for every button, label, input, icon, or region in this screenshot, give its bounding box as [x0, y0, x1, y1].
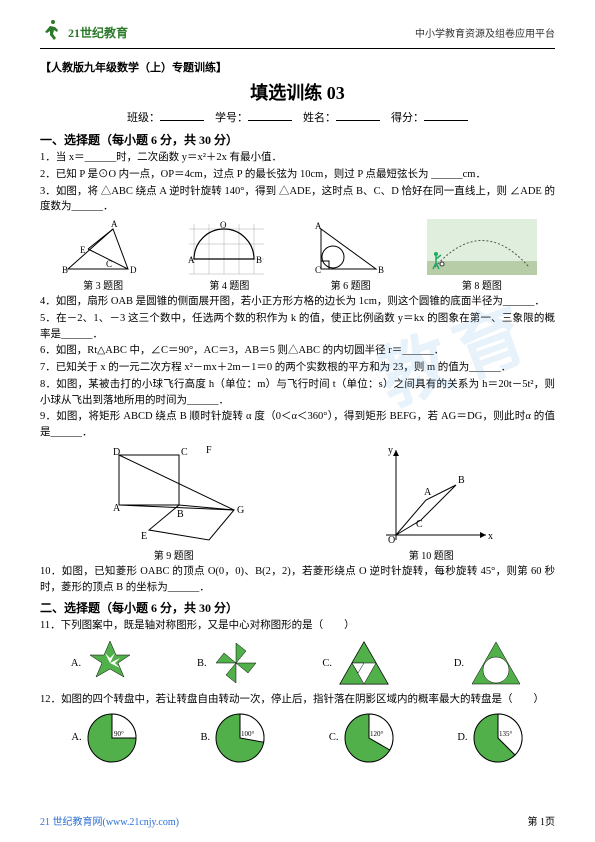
- fig6-caption: 第 6 题图: [331, 277, 371, 292]
- q9: 9．如图，将矩形 ABCD 绕点 B 顺时针旋转 α 度（0＜α＜360°），得…: [40, 409, 555, 441]
- opt-d-label: D.: [454, 658, 464, 669]
- sid-blank[interactable]: [248, 109, 292, 121]
- q2: 2．已知 P 是⊙O 内一点，OP＝4cm，过点 P 的最长弦为 10cm，则过…: [40, 167, 555, 183]
- fig8-caption: 第 8 题图: [462, 277, 502, 292]
- svg-text:A: A: [424, 487, 432, 498]
- fig10-caption: 第 10 题图: [409, 547, 454, 562]
- figure-3: A B D E C 第 3 题图: [58, 219, 148, 292]
- svg-text:D: D: [113, 447, 120, 458]
- q11-opt-c[interactable]: C.: [322, 638, 392, 688]
- score-label: 得分：: [391, 112, 424, 124]
- svg-text:B: B: [62, 265, 68, 275]
- svg-text:C: C: [416, 519, 423, 530]
- opt-c-label: C.: [322, 658, 332, 669]
- svg-text:C: C: [181, 447, 188, 458]
- figure-8: 第 8 题图: [427, 219, 537, 292]
- header-divider: [40, 48, 555, 49]
- runner-icon: [40, 20, 64, 44]
- class-blank[interactable]: [160, 109, 204, 121]
- opt-b-label2: B.: [200, 732, 210, 743]
- svg-text:90°: 90°: [114, 730, 124, 738]
- svg-text:100°: 100°: [241, 730, 255, 738]
- svg-text:O: O: [220, 220, 227, 230]
- logo-text: 21世纪教育: [68, 24, 128, 41]
- svg-text:A: A: [188, 255, 195, 265]
- q7: 7．已知关于 x 的一元二次方程 x²－mx＋2m－1＝0 的两个实数根的平方和…: [40, 360, 555, 376]
- fig9-caption: 第 9 题图: [154, 547, 194, 562]
- svg-text:135°: 135°: [499, 730, 513, 738]
- header-right-text: 中小学教育资源及组卷应用平台: [415, 25, 555, 40]
- svg-text:A: A: [113, 503, 121, 514]
- q4: 4．如图，扇形 OAB 是圆锥的侧面展开图，若小正方形方格的边长为 1cm，则这…: [40, 294, 555, 310]
- score-blank[interactable]: [424, 109, 468, 121]
- q12-opt-b[interactable]: B. 100°: [200, 712, 266, 764]
- subtitle: 【人教版九年级数学（上）专题训练】: [40, 59, 555, 75]
- q12-opt-a[interactable]: A. 90°: [71, 712, 137, 764]
- footer-right: 第 1页: [528, 813, 556, 828]
- q12-opt-c[interactable]: C. 120°: [329, 712, 395, 764]
- logo: 21世纪教育: [40, 20, 128, 44]
- svg-text:F: F: [206, 445, 212, 456]
- figures-row-1: A B D E C 第 3 题图 O A B 第 4 题图 A C B: [40, 219, 555, 292]
- q11-opt-b[interactable]: B.: [197, 638, 261, 688]
- q12: 12．如图的四个转盘中，若让转盘自由转动一次，停止后，指针落在阴影区域内的概率最…: [40, 692, 555, 708]
- svg-text:C: C: [106, 259, 112, 269]
- figure-10: x y O B A C 第 10 题图: [366, 445, 496, 562]
- fig3-caption: 第 3 题图: [83, 277, 123, 292]
- svg-text:E: E: [141, 531, 147, 542]
- class-label: 班级：: [127, 112, 160, 124]
- q10: 10．如图，已知菱形 OABC 的顶点 O(0，0)、B(2，2)，若菱形绕点 …: [40, 564, 555, 596]
- svg-text:E: E: [80, 245, 86, 255]
- figure-6: A C B 第 6 题图: [311, 219, 391, 292]
- q3: 3．如图，将 △ABC 绕点 A 逆时针旋转 140°，得到 △ADE，这时点 …: [40, 184, 555, 216]
- section2-heading: 二、选择题（每小题 6 分，共 30 分）: [40, 599, 555, 616]
- footer: 21 世纪教育网(www.21cnjy.com) 第 1页: [40, 813, 555, 828]
- svg-text:B: B: [458, 475, 465, 486]
- figure-9: D C F A B E G 第 9 题图: [99, 445, 249, 562]
- svg-text:A: A: [315, 221, 322, 231]
- figure-4: O A B 第 4 题图: [184, 219, 274, 292]
- page-header: 21世纪教育 中小学教育资源及组卷应用平台: [40, 20, 555, 44]
- q8: 8．如图，某被击打的小球飞行高度 h（单位：m）与飞行时间 t（单位：s）之间具…: [40, 377, 555, 409]
- fig4-caption: 第 4 题图: [209, 277, 249, 292]
- q11-options: A. B. C. D.: [40, 638, 555, 688]
- svg-text:D: D: [130, 265, 137, 275]
- q6: 6．如图，Rt△ABC 中，∠C＝90°，AC＝3，AB＝5 则△ABC 的内切…: [40, 343, 555, 359]
- svg-text:A: A: [111, 219, 118, 229]
- name-label: 姓名：: [303, 112, 336, 124]
- opt-d-label2: D.: [457, 732, 467, 743]
- name-blank[interactable]: [336, 109, 380, 121]
- figures-row-2: D C F A B E G 第 9 题图 x y O B A C 第 10 题图: [40, 445, 555, 562]
- q1: 1．当 x＝______时，二次函数 y＝x²＋2x 有最小值．: [40, 150, 555, 166]
- svg-text:O: O: [388, 535, 395, 545]
- svg-text:B: B: [177, 509, 184, 520]
- q12-opt-d[interactable]: D. 135°: [457, 712, 523, 764]
- svg-text:120°: 120°: [370, 730, 384, 738]
- svg-text:B: B: [378, 265, 384, 275]
- opt-a-label: A.: [71, 658, 81, 669]
- svg-text:B: B: [256, 255, 262, 265]
- info-row: 班级： 学号： 姓名： 得分：: [40, 109, 555, 125]
- q11: 11．下列图案中，既是轴对称图形，又是中心对称图形的是（ ）: [40, 618, 555, 634]
- footer-left: 21 世纪教育网(www.21cnjy.com): [40, 813, 179, 828]
- q11-opt-a[interactable]: A.: [71, 638, 135, 688]
- section1-heading: 一、选择题（每小题 6 分，共 30 分）: [40, 131, 555, 148]
- q11-opt-d[interactable]: D.: [454, 638, 524, 688]
- svg-text:x: x: [488, 531, 493, 542]
- q12-options: A. 90° B. 100° C. 120° D. 135°: [40, 712, 555, 764]
- svg-text:G: G: [237, 505, 244, 516]
- q5: 5．在－2、1、－3 这三个数中，任选两个数的积作为 k 的值，使正比例函数 y…: [40, 311, 555, 343]
- sid-label: 学号：: [215, 112, 248, 124]
- svg-text:y: y: [388, 445, 393, 456]
- opt-b-label: B.: [197, 658, 207, 669]
- opt-c-label2: C.: [329, 732, 339, 743]
- svg-text:C: C: [315, 265, 321, 275]
- title: 填选训练 03: [40, 79, 555, 105]
- opt-a-label2: A.: [71, 732, 81, 743]
